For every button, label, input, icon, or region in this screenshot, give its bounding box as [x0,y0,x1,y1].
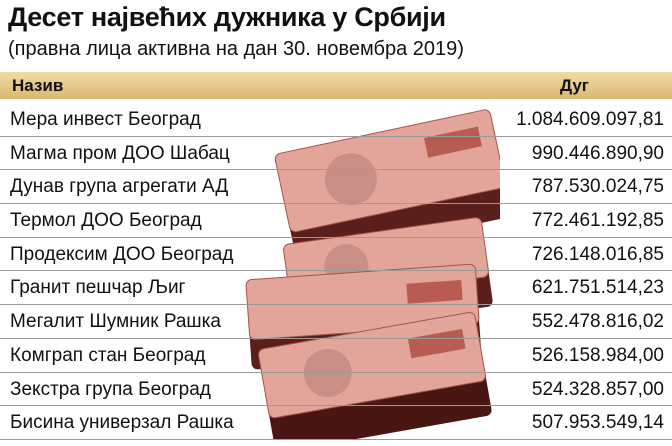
table-row: Термол ДОО Београд 772.461.192,85 [0,204,672,238]
table-row: Продексим ДОО Београд 726.148.016,85 [0,238,672,272]
column-header: Дуг [560,76,589,95]
column-header: Назив [12,76,64,95]
table-row: Зекстра група Београд 524.328.857,00 [0,373,672,407]
table-row: Магма пром ДОО Шабац 990.446.890,90 [0,137,672,171]
title: Десет највећих дужника у Србији [8,2,446,32]
debt-amount: 526.158.984,00 [531,344,664,366]
debt-amount: 552.478.816,02 [531,311,664,333]
company-name: Дунав група агрегати АД [10,176,229,198]
table-row: Мера инвест Београд 1.084.609.097,81 [0,103,672,137]
company-name: Зекстра група Београд [10,378,211,400]
company-name: Мегалит Шумник Рашка [10,311,221,333]
debt-amount: 726.148.016,85 [531,243,664,265]
banknote-illustration [245,109,500,440]
company-name: Мера инвест Београд [10,109,201,130]
debt-amount: 787.530.024,75 [531,176,664,198]
table-row: Мегалит Шумник Рашка 552.478.816,02 [0,305,672,339]
debt-amount: 524.328.857,00 [531,378,664,400]
debt-amount: 990.446.890,90 [531,142,664,164]
company-name: Продексим ДОО Београд [10,243,234,265]
debt-amount: 621.751.514,23 [531,277,664,299]
debt-amount: 507.953.549,14 [531,412,664,434]
table-row: Гранит пешчар Љиг 621.751.514,23 [0,271,672,306]
table-row: Бисина универзал Рашка 507.953.549,14 [0,406,672,440]
company-name: Гранит пешчар Љиг [10,277,186,299]
debt-amount: 772.461.192,85 [531,210,664,232]
company-name: Бисина универзал Рашка [10,412,234,434]
company-name: Магма пром ДОО Шабац [10,142,230,164]
table-row: Дунав група агрегати АД 787.530.024,75 [0,170,672,205]
debt-amount: 1.084.609.097,81 [516,109,664,130]
table-row: Комграп стан Београд 526.158.984,00 [0,339,672,373]
company-name: Комграп стан Београд [10,344,206,366]
table-header: Назив Дуг [0,72,672,99]
subtitle: (правна лица активна на дан 30. новембра… [8,38,464,60]
table-body: Мера инвест Београд 1.084.609.097,81 Магма… [0,103,672,440]
company-name: Термол ДОО Београд [10,210,202,232]
